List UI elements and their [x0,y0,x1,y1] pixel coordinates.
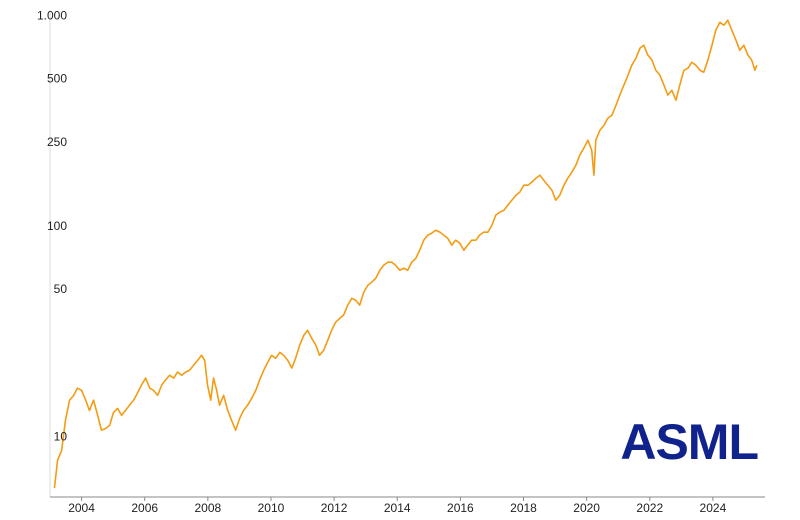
x-tick-label: 2016 [447,501,474,515]
x-tick-label: 2014 [384,501,411,515]
x-tick-label: 2018 [510,501,537,515]
y-tick-label: 10 [54,429,68,443]
x-tick-label: 2006 [131,501,158,515]
logo: ASML [620,414,758,470]
price-line [53,19,758,489]
y-tick-label: 250 [47,135,67,149]
x-tick-label: 2022 [636,501,663,515]
x-tick-label: 2008 [194,501,221,515]
x-tick-label: 2024 [700,501,727,515]
x-tick-label: 2004 [68,501,95,515]
y-tick-label: 500 [47,72,67,86]
y-tick-label: 50 [54,282,68,296]
y-tick-label: 100 [47,219,67,233]
x-tick-label: 2020 [573,501,600,515]
x-tick-label: 2012 [321,501,348,515]
y-tick-label: 1.000 [37,8,67,22]
x-tick-label: 2010 [258,501,285,515]
